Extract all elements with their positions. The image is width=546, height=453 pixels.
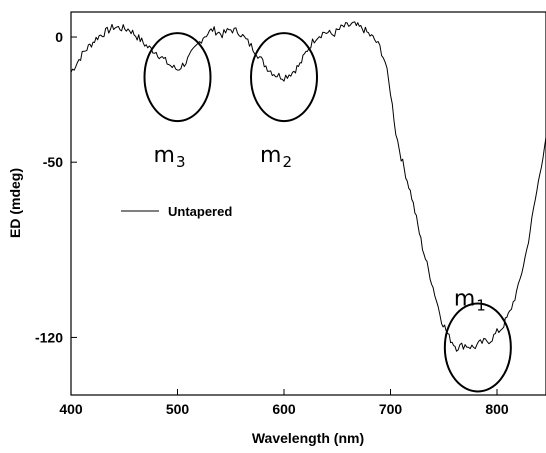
x-tick-label: 500 (166, 401, 190, 417)
mode-circle-m3 (145, 33, 211, 121)
mode-label-m3: m3 (154, 143, 186, 171)
axis-ticks: 400 500 600 700 800 0 -50 -120 (35, 29, 509, 417)
mode-circle-m1 (445, 303, 511, 391)
y-tick-label: 0 (55, 29, 63, 45)
x-tick-label: 700 (379, 401, 403, 417)
plot-frame (71, 12, 546, 395)
mode-circle-m2 (251, 33, 317, 121)
mode-label-m1: m1 (454, 286, 486, 314)
x-tick-label: 400 (59, 401, 83, 417)
y-axis-label: ED (mdeg) (7, 168, 23, 238)
x-tick-label: 600 (272, 401, 296, 417)
y-tick-label: -120 (35, 329, 63, 345)
x-axis-label: Wavelength (nm) (252, 430, 364, 446)
legend-label: Untapered (168, 204, 232, 219)
legend: Untapered (121, 204, 232, 219)
x-tick-label: 800 (485, 401, 509, 417)
mode-label-m2: m2 (260, 143, 292, 171)
y-tick-label: -50 (43, 154, 63, 170)
